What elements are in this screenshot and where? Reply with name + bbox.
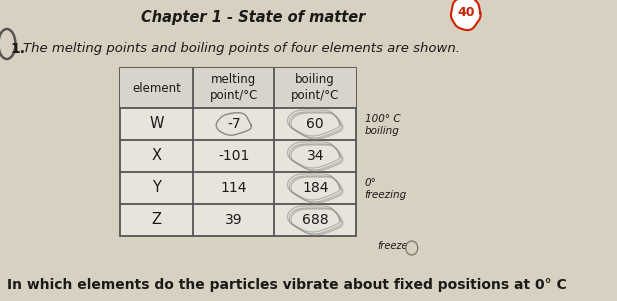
Text: 184: 184 xyxy=(302,181,328,195)
Text: element: element xyxy=(132,82,181,95)
Text: W: W xyxy=(149,116,164,132)
Text: 34: 34 xyxy=(307,149,324,163)
Text: boiling: boiling xyxy=(365,126,399,136)
Text: The melting points and boiling points of four elements are shown.: The melting points and boiling points of… xyxy=(23,42,460,55)
Text: melting
point/°C: melting point/°C xyxy=(210,73,258,103)
Text: 688: 688 xyxy=(302,213,328,227)
Text: X: X xyxy=(152,148,162,163)
Text: -101: -101 xyxy=(218,149,249,163)
Text: In which elements do the particles vibrate about fixed positions at 0° C: In which elements do the particles vibra… xyxy=(7,278,566,292)
Text: Y: Y xyxy=(152,181,161,196)
Text: 1.: 1. xyxy=(10,42,25,56)
Text: freezing: freezing xyxy=(365,190,407,200)
Text: 100° C: 100° C xyxy=(365,114,400,124)
Text: 39: 39 xyxy=(225,213,242,227)
Text: 0°: 0° xyxy=(365,178,376,188)
Text: 60: 60 xyxy=(307,117,324,131)
Text: 114: 114 xyxy=(220,181,247,195)
Text: -7: -7 xyxy=(227,117,241,131)
Text: boiling
point/°C: boiling point/°C xyxy=(291,73,339,103)
Text: Chapter 1 - State of matter: Chapter 1 - State of matter xyxy=(141,10,365,25)
Text: Z: Z xyxy=(152,213,162,228)
Text: 40: 40 xyxy=(457,7,474,20)
Bar xyxy=(120,68,356,236)
Circle shape xyxy=(451,0,480,30)
Text: freeze: freeze xyxy=(378,241,408,251)
Bar xyxy=(120,68,356,108)
